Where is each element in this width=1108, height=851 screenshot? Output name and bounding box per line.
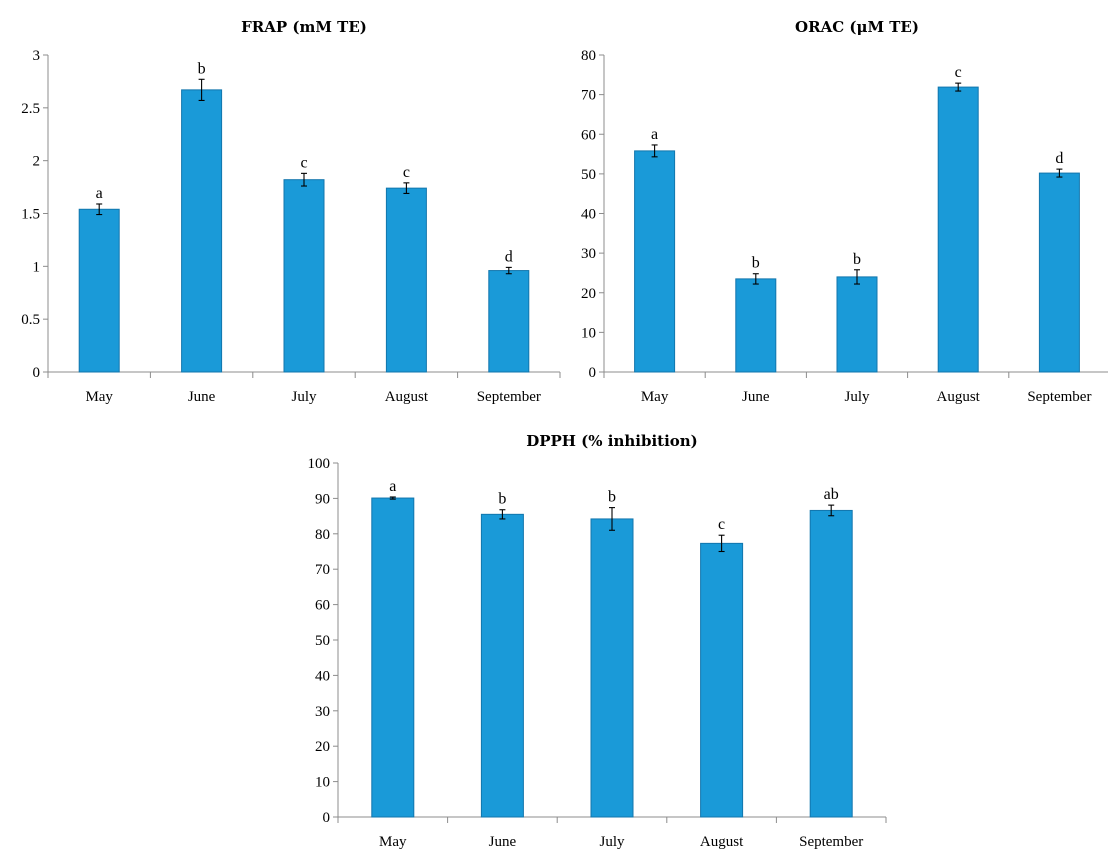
orac-significance-label: d: [1055, 150, 1063, 167]
orac-y-tick-label: 40: [581, 207, 596, 223]
orac-significance-label: c: [955, 64, 962, 81]
dpph-x-tick-label: September: [799, 834, 863, 850]
frap-significance-label: c: [300, 154, 307, 171]
dpph-significance-label: a: [389, 478, 396, 495]
orac-y-tick-label: 50: [581, 167, 596, 183]
frap-bar: [385, 187, 427, 373]
dpph-bar: [480, 513, 524, 818]
dpph-bar: [809, 509, 853, 818]
orac-significance-label: b: [853, 251, 861, 268]
frap-significance-label: b: [198, 60, 206, 77]
dpph-significance-label: c: [718, 516, 725, 533]
orac-title: ORAC (μM TE): [795, 18, 919, 36]
dpph-y-tick-label: 100: [308, 456, 331, 472]
dpph-significance-label: b: [498, 491, 506, 508]
frap-y-tick-label: 0.5: [21, 312, 40, 328]
frap-significance-label: c: [403, 164, 410, 181]
orac-y-tick-label: 70: [581, 88, 596, 104]
orac-y-tick-label: 10: [581, 325, 596, 341]
dpph-y-tick-label: 70: [315, 562, 330, 578]
orac-x-tick-label: September: [1027, 389, 1091, 405]
dpph-x-tick-label: June: [489, 834, 517, 850]
dpph-bar: [590, 518, 634, 818]
frap-bar: [78, 208, 120, 373]
dpph-y-tick-label: 50: [315, 633, 330, 649]
frap-x-tick-label: July: [291, 389, 317, 405]
orac-bar: [735, 278, 777, 373]
frap-x-tick-label: June: [188, 389, 216, 405]
dpph-y-tick-label: 90: [315, 491, 330, 507]
dpph-y-tick-label: 60: [315, 598, 330, 614]
dpph-significance-label: b: [608, 489, 616, 506]
orac-y-tick-label: 20: [581, 286, 596, 302]
dpph-y-tick-label: 40: [315, 668, 330, 684]
orac-bar: [836, 276, 878, 373]
frap-bar: [181, 89, 223, 373]
frap-bar: [283, 179, 325, 373]
frap-y-tick-label: 3: [33, 48, 41, 64]
frap-x-tick-label: September: [477, 389, 541, 405]
dpph-title: DPPH (% inhibition): [526, 432, 698, 450]
dpph-x-tick-label: August: [700, 834, 744, 850]
orac-significance-label: b: [752, 255, 760, 272]
orac-x-tick-label: June: [742, 389, 770, 405]
dpph-x-tick-label: May: [379, 834, 407, 850]
dpph-significance-label: ab: [824, 486, 839, 503]
dpph-x-tick-label: July: [599, 834, 625, 850]
orac-y-tick-label: 0: [589, 365, 597, 381]
frap-x-tick-label: August: [385, 389, 429, 405]
frap-bar: [488, 270, 530, 373]
orac-significance-label: a: [651, 126, 658, 143]
frap-y-tick-label: 1: [33, 259, 41, 275]
dpph-bar: [700, 542, 744, 818]
frap-significance-label: d: [505, 248, 513, 265]
frap-y-tick-label: 1.5: [21, 207, 40, 223]
orac-x-tick-label: May: [641, 389, 669, 405]
frap-significance-label: a: [96, 185, 103, 202]
frap-y-tick-label: 2: [33, 154, 41, 170]
orac-y-tick-label: 80: [581, 48, 596, 64]
dpph-y-tick-label: 10: [315, 775, 330, 791]
dpph-y-tick-label: 0: [323, 810, 331, 826]
frap-y-tick-label: 2.5: [21, 101, 40, 117]
orac-chart: ORAC (μM TE) 0 10 20 30 40 50 60 70 80 a May b June b J…: [581, 18, 1108, 405]
dpph-bar: [371, 497, 415, 818]
frap-chart: FRAP (mM TE) 0 0.5 1 1.5 2 2.5 3 a May b June c July c…: [21, 18, 561, 405]
dpph-chart: DPPH (% inhibition) 0 10 20 30 40 50 60 70 80 90 10…: [308, 432, 887, 850]
orac-x-tick-label: August: [937, 389, 981, 405]
frap-title: FRAP (mM TE): [241, 18, 367, 36]
orac-bar: [634, 150, 676, 373]
dpph-y-tick-label: 80: [315, 527, 330, 543]
frap-y-tick-label: 0: [33, 365, 41, 381]
orac-y-tick-label: 60: [581, 127, 596, 143]
dpph-y-tick-label: 30: [315, 704, 330, 720]
orac-bar: [1038, 172, 1080, 373]
orac-bar: [937, 86, 979, 373]
dpph-y-tick-label: 20: [315, 739, 330, 755]
orac-y-tick-label: 30: [581, 246, 596, 262]
frap-x-tick-label: May: [85, 389, 113, 405]
orac-x-tick-label: July: [844, 389, 870, 405]
